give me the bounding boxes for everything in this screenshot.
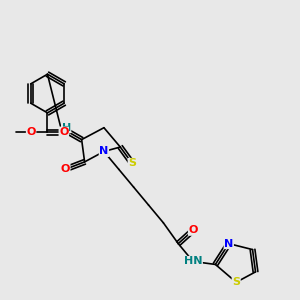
Text: O: O [26,127,36,137]
Text: HN: HN [184,256,202,266]
Text: N: N [99,146,109,157]
Text: O: O [188,225,198,235]
Text: S: S [128,158,136,168]
Text: N: N [224,238,233,249]
Text: S: S [232,277,240,287]
Text: H: H [61,123,71,133]
Text: O: O [61,164,70,174]
Text: O: O [59,127,68,137]
